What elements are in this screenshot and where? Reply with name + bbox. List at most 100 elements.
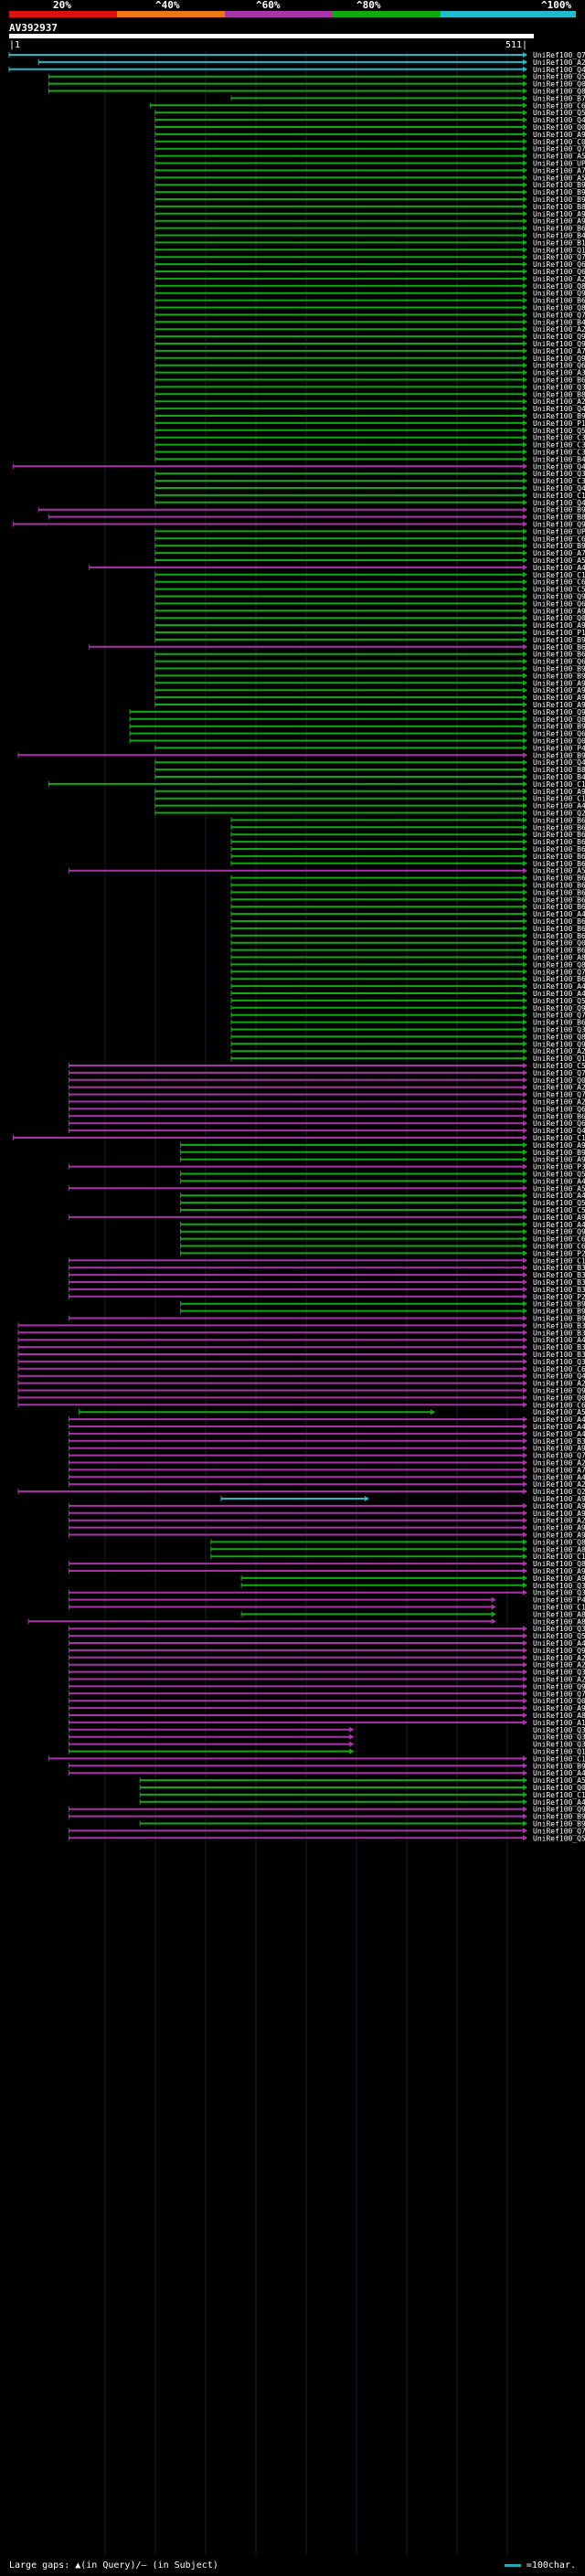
hit-row[interactable]: UniRef100_C1E658 bbox=[12, 1134, 585, 1142]
hit-row[interactable]: UniRef100_B6T892 bbox=[154, 651, 585, 659]
hit-row[interactable]: UniRef100_Q5XJY0 bbox=[68, 1834, 585, 1842]
hit-label[interactable]: UniRef100_A4ES00 bbox=[533, 982, 585, 991]
hit-row[interactable]: UniRef100_Q43381 bbox=[17, 1373, 585, 1381]
hit-row[interactable]: UniRef100_Q3E9U6 bbox=[154, 470, 585, 478]
hit-label[interactable]: UniRef100_UPI000.. bbox=[533, 527, 585, 535]
hit-row[interactable]: UniRef100_C3UVT8 bbox=[154, 434, 585, 442]
hit-row[interactable]: UniRef100_Q0LCQ4 bbox=[48, 80, 585, 89]
hit-row[interactable]: UniRef100_B3VV82 bbox=[68, 1437, 585, 1446]
hit-row[interactable]: UniRef100_A9PGD4 bbox=[68, 1214, 585, 1222]
hit-row[interactable]: UniRef100_B8AJ38 bbox=[154, 766, 585, 774]
hit-row[interactable]: UniRef100_B9F4T2 bbox=[68, 1813, 585, 1821]
hit-label[interactable]: UniRef100_A4UF18 bbox=[533, 1177, 585, 1185]
hit-row[interactable]: UniRef100_Q0WRS3 bbox=[17, 1394, 585, 1402]
hit-label[interactable]: UniRef100_C1E658 bbox=[533, 1134, 585, 1142]
hit-row[interactable]: UniRef100_B9HUE9 bbox=[68, 1762, 585, 1770]
hit-label[interactable]: UniRef100_Q7XHT9 bbox=[533, 968, 585, 976]
hit-row[interactable]: UniRef100_Q5RU80 bbox=[154, 427, 585, 435]
hit-row[interactable]: UniRef100_Q41642 bbox=[8, 66, 585, 74]
hit-row[interactable]: UniRef100_A5WT05 bbox=[79, 1408, 585, 1416]
hit-label[interactable]: UniRef100_A7PS05 bbox=[533, 1466, 585, 1474]
hit-row[interactable]: UniRef100_C1FK45 bbox=[154, 571, 585, 579]
hit-label[interactable]: UniRef100_B9S1K7 bbox=[533, 751, 585, 759]
hit-row[interactable]: UniRef100_A4UPN7 bbox=[17, 1336, 585, 1344]
hit-row[interactable]: UniRef100_B3VV84 bbox=[68, 1271, 585, 1279]
hit-label[interactable]: UniRef100_Q3E750 bbox=[533, 1726, 585, 1734]
hit-row[interactable]: UniRef100_Q5XQB6 bbox=[180, 1171, 585, 1179]
hit-row[interactable]: UniRef100_B9RYF9 bbox=[180, 1308, 585, 1316]
hit-row[interactable]: UniRef100_Q1H8L9 bbox=[154, 246, 585, 254]
hit-label[interactable]: UniRef100_P10795 bbox=[533, 629, 585, 637]
hit-label[interactable]: UniRef100_A81TV3 bbox=[533, 954, 585, 962]
hit-label[interactable]: UniRef100_B9RME5 bbox=[533, 412, 585, 420]
hit-row[interactable]: UniRef100_A9NZR0 bbox=[68, 1567, 585, 1575]
hit-row[interactable]: UniRef100_B9T5U6 bbox=[180, 1300, 585, 1309]
hit-row[interactable]: UniRef100_P36494 bbox=[68, 1163, 585, 1171]
hit-label[interactable]: UniRef100_C3UVT8 bbox=[533, 434, 585, 442]
hit-label[interactable]: UniRef100_A9ZZ26 bbox=[533, 1524, 585, 1532]
hit-label[interactable]: UniRef100_A2SY18 bbox=[533, 1661, 585, 1670]
hit-label[interactable]: UniRef100_Q41039 bbox=[533, 116, 585, 124]
hit-row[interactable]: UniRef100_A4UPN3 bbox=[68, 1639, 585, 1648]
hit-row[interactable]: UniRef100_Q3E9V1 bbox=[154, 383, 585, 391]
hit-row[interactable]: UniRef100_B6DZ25 bbox=[230, 860, 585, 868]
hit-row[interactable]: UniRef100_C1MKQ8 bbox=[48, 780, 585, 789]
hit-row[interactable]: UniRef100_A8P5F1 bbox=[27, 1617, 585, 1626]
hit-row[interactable]: UniRef100_C1N304 bbox=[48, 1754, 585, 1763]
hit-label[interactable]: UniRef100_Q3EA16 bbox=[533, 1733, 585, 1742]
hit-row[interactable]: UniRef100_Q9SYW8 bbox=[154, 593, 585, 601]
hit-label[interactable]: UniRef100_B8BCP0 bbox=[533, 390, 585, 398]
hit-label[interactable]: UniRef100_A4FMB6 bbox=[533, 1192, 585, 1200]
hit-label[interactable]: UniRef100_Q9C5R7 bbox=[533, 1682, 585, 1691]
hit-row[interactable]: UniRef100_C6TLW5 bbox=[17, 1401, 585, 1409]
hit-row[interactable]: UniRef100_Q75VY9 bbox=[68, 1690, 585, 1698]
hit-label[interactable]: UniRef100_Q8H748 bbox=[533, 1538, 585, 1546]
hit-row[interactable]: UniRef100_B9RME5 bbox=[154, 412, 585, 420]
hit-row[interactable]: UniRef100_A2SY12 bbox=[68, 1676, 585, 1684]
hit-label[interactable]: UniRef100_B4FX69 bbox=[533, 232, 585, 240]
hit-label[interactable]: UniRef100_Q8L8T7 bbox=[533, 1560, 585, 1568]
hit-label[interactable]: UniRef100_A9TEM7 bbox=[533, 1532, 585, 1540]
hit-row[interactable]: UniRef100_A4ES00 bbox=[230, 982, 585, 991]
hit-label[interactable]: UniRef100_C5YLT1 bbox=[533, 1206, 585, 1214]
hit-label[interactable]: UniRef100_A5WT05 bbox=[533, 1408, 585, 1416]
hit-row[interactable]: UniRef100_B3VV73 bbox=[17, 1343, 585, 1352]
hit-label[interactable]: UniRef100_B8LQ59 bbox=[533, 203, 585, 211]
hit-row[interactable]: UniRef100_Q9S9Y7 bbox=[17, 1387, 585, 1395]
hit-row[interactable]: UniRef100_Q6SYB3 bbox=[154, 268, 585, 276]
hit-row[interactable]: UniRef100_A9P1D4 bbox=[154, 217, 585, 226]
hit-label[interactable]: UniRef100_C1EF74 bbox=[533, 1791, 585, 1799]
hit-row[interactable]: UniRef100_Q3E8U4 bbox=[240, 1582, 585, 1590]
hit-label[interactable]: UniRef100_A2SY41 bbox=[533, 1098, 585, 1107]
hit-label[interactable]: UniRef100_P43384 bbox=[533, 1596, 585, 1605]
hit-row[interactable]: UniRef100_A4R0Z5 bbox=[68, 1415, 585, 1424]
hit-label[interactable]: UniRef100_B6TFT2 bbox=[533, 297, 585, 305]
hit-label[interactable]: UniRef100_Q43485 bbox=[533, 462, 585, 471]
hit-label[interactable]: UniRef100_B6DZ17 bbox=[533, 888, 585, 896]
hit-row[interactable]: UniRef100_A9TEM7 bbox=[68, 1532, 585, 1540]
hit-label[interactable]: UniRef100_Q75VY6 bbox=[533, 1069, 585, 1077]
hit-label[interactable]: UniRef100_C6TED2 bbox=[533, 1365, 585, 1373]
hit-row[interactable]: UniRef100_Q41038 bbox=[154, 758, 585, 767]
hit-label[interactable]: UniRef100_A9NUC5 bbox=[533, 131, 585, 139]
hit-row[interactable]: UniRef100_B9GZP7 bbox=[154, 665, 585, 673]
hit-row[interactable]: UniRef100_Q7X6X8 bbox=[154, 311, 585, 319]
hit-label[interactable]: UniRef100_A8P5F1 bbox=[533, 1617, 585, 1626]
hit-label[interactable]: UniRef100_Q04512 bbox=[533, 1784, 585, 1792]
hit-row[interactable]: UniRef100_A9R575 bbox=[68, 1704, 585, 1712]
hit-row[interactable]: UniRef100_B8LQ59 bbox=[154, 203, 585, 211]
hit-label[interactable]: UniRef100_A2SY12 bbox=[533, 1676, 585, 1684]
hit-row[interactable]: UniRef100_Q75VY8 bbox=[68, 1452, 585, 1460]
hit-label[interactable]: UniRef100_Q0IP98 bbox=[533, 737, 585, 746]
hit-row[interactable]: UniRef100_Q7X1K9 bbox=[154, 253, 585, 261]
hit-row[interactable]: UniRef100_Q3E750 bbox=[68, 1726, 585, 1734]
hit-label[interactable]: UniRef100_B9T5U6 bbox=[533, 1300, 585, 1309]
hit-row[interactable]: UniRef100_C6T0J3 bbox=[180, 1243, 585, 1251]
hit-label[interactable]: UniRef100_A4UPN7 bbox=[533, 1336, 585, 1344]
hit-label[interactable]: UniRef100_B6DZ26 bbox=[533, 838, 585, 846]
hit-row[interactable]: UniRef100_A2XQU8 bbox=[17, 1380, 585, 1388]
hit-row[interactable]: UniRef100_P43384 bbox=[68, 1596, 585, 1605]
hit-row[interactable]: UniRef100_C1EF74 bbox=[139, 1791, 585, 1799]
hit-row[interactable]: UniRef100_B4FX69 bbox=[154, 232, 585, 240]
hit-row[interactable]: UniRef100_Q9ZTX5 bbox=[154, 340, 585, 348]
